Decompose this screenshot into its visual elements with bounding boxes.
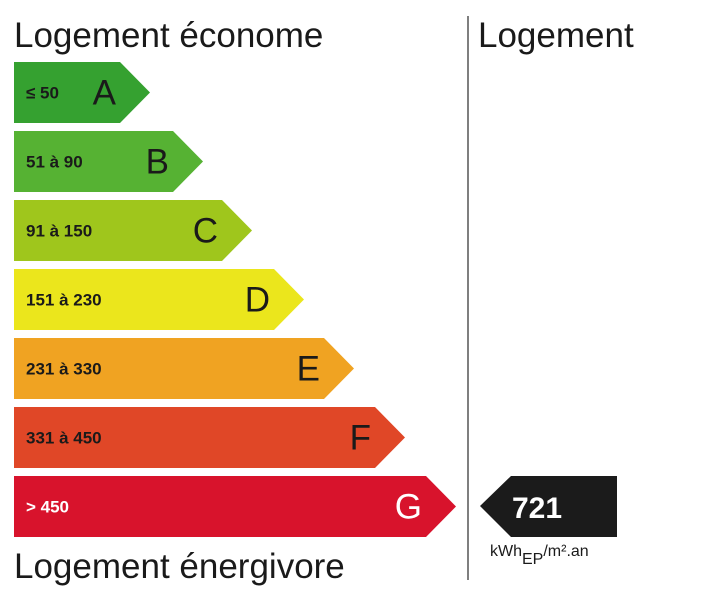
unit-sub: EP	[522, 551, 543, 568]
class-letter: B	[146, 143, 169, 182]
class-bar	[14, 338, 354, 399]
header-left: Logement économe	[14, 16, 323, 55]
class-range: > 450	[26, 498, 69, 517]
class-range: ≤ 50	[26, 84, 59, 103]
unit-main: kWh	[490, 543, 522, 560]
class-bar	[14, 200, 252, 261]
value-unit: kWhEP/m².an	[490, 543, 589, 568]
unit-rest: /m².an	[543, 543, 588, 560]
class-letter: D	[245, 281, 270, 320]
class-letter: E	[297, 350, 320, 389]
class-bar	[14, 131, 203, 192]
class-bar	[14, 269, 304, 330]
class-range: 91 à 150	[26, 222, 92, 241]
class-letter: G	[395, 488, 422, 527]
class-bar	[14, 62, 150, 123]
class-range: 331 à 450	[26, 429, 102, 448]
value-number: 721	[512, 492, 562, 525]
class-bar	[14, 407, 405, 468]
class-letter: F	[350, 419, 371, 458]
class-letter: C	[193, 212, 218, 251]
class-range: 51 à 90	[26, 153, 83, 172]
class-letter: A	[93, 74, 117, 113]
value-arrow	[480, 476, 617, 537]
footer: Logement énergivore	[14, 547, 345, 586]
class-range: 231 à 330	[26, 360, 102, 379]
class-range: 151 à 230	[26, 291, 102, 310]
header-right: Logement	[478, 16, 634, 55]
class-bar	[14, 476, 456, 537]
